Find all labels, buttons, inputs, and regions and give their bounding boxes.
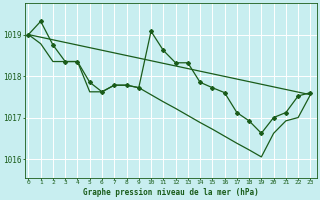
X-axis label: Graphe pression niveau de la mer (hPa): Graphe pression niveau de la mer (hPa) [83, 188, 259, 197]
